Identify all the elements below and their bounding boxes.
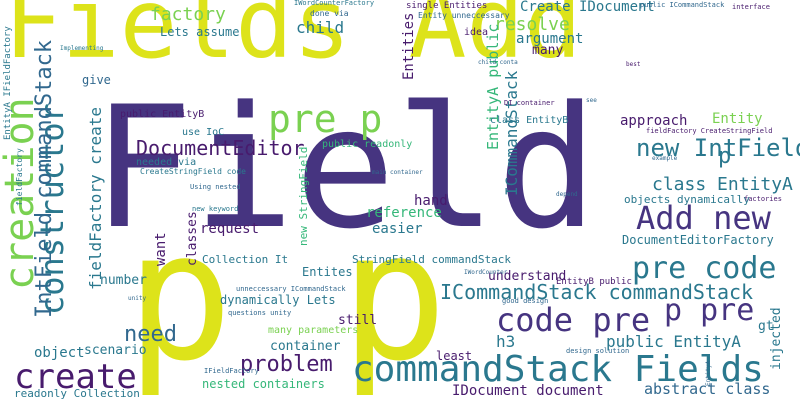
word-icommandstack-vertical: ICommandStack: [502, 70, 521, 196]
word-depend: depend: [556, 191, 578, 198]
word-readonly-collection: readonly Collection: [14, 387, 140, 400]
word-class-entityb: class EntityB: [490, 115, 569, 126]
word-field: Field: [92, 70, 598, 266]
word-least: least: [436, 349, 473, 363]
word-number: number: [100, 273, 147, 288]
word-design-solution: design solution: [566, 347, 630, 355]
word-new-stringfield: new StringField: [297, 146, 310, 246]
word-done-via: done via: [310, 9, 349, 18]
word-abstract-class: abstract class: [644, 380, 771, 398]
word-resolve: resolve: [494, 14, 570, 35]
word-see: see: [586, 97, 597, 104]
word-classes: classes: [185, 211, 200, 266]
word-using-nested: Using nested: [190, 183, 241, 191]
word-argument: argument: [516, 31, 584, 47]
word-nested-containers: nested containers: [202, 377, 325, 391]
word-factories: factories: [744, 195, 782, 203]
word-questions-unity: questions unity: [228, 309, 292, 317]
word-factory: factory: [150, 4, 226, 25]
word-container: container: [270, 339, 341, 354]
word-needed-via: needed via: [136, 157, 197, 168]
word-many-parameters: many parameters: [268, 325, 359, 336]
word-hand: hand: [414, 193, 448, 209]
word-icommandstack-commandstack: ICommandStack commandStack: [440, 280, 754, 304]
word-want: want: [153, 232, 169, 266]
word-collection-it: Collection It: [202, 253, 289, 266]
word-intfield-commandstack: IntField commandStack: [32, 39, 57, 318]
word-entity: Entity: [712, 111, 763, 127]
word-many: many: [532, 43, 564, 58]
word-fieldfactory-small: fieldFactory: [15, 148, 24, 206]
word-new-keyword: new keyword: [192, 205, 239, 213]
word-entitya-public: EntityA public: [484, 23, 502, 150]
word-entities: Entities: [401, 12, 417, 80]
word-public-readonly: public readonly: [322, 139, 413, 150]
word-idocument-document: IDocument document: [452, 383, 604, 399]
word-stringfield-commandstack: StringField commandStack: [352, 253, 511, 266]
word-object: object: [34, 345, 85, 361]
word-documenteditorfactory: DocumentEditorFactory: [622, 233, 774, 247]
word-gt: gt: [758, 319, 774, 334]
word-new-intfield: new IntField: [636, 134, 800, 162]
word-p-p: p p: [126, 193, 448, 400]
word-request: request: [200, 221, 260, 237]
word-objects-dynamically: objects dynamically: [624, 193, 750, 206]
word-child: child: [296, 18, 345, 37]
word-easier: easier: [372, 221, 423, 237]
word-p-pre: p pre: [664, 293, 755, 328]
word-need: need: [124, 322, 177, 347]
word-entityb-public: EntityB public: [556, 277, 632, 287]
word-pre-code: pre code: [632, 251, 777, 286]
word-use-ioc: use IoC: [182, 127, 225, 138]
word-fieldfactory-create: fieldFactory create: [86, 106, 105, 290]
word-fields-add: Fields Add: [4, 0, 582, 80]
word-best: best: [626, 61, 641, 68]
word-interface: interface: [732, 3, 770, 11]
word-entity-unneccessary: Entity unneccessary: [418, 11, 510, 20]
word-h3: h3: [496, 332, 516, 351]
word-documenteditor: DocumentEditor: [136, 136, 305, 160]
word-idea: idea: [464, 27, 489, 38]
word-iwordcounterfactory: IWordCounterFactory: [294, 0, 375, 7]
word-di-container: DI container: [504, 99, 555, 107]
word-dynamically-lets: dynamically Lets: [220, 293, 336, 307]
word-scenario: scenario: [84, 343, 147, 358]
word-iwordcounter: IWordCounter: [464, 269, 508, 276]
word-injected: injected: [769, 307, 784, 370]
word-p-small: p: [718, 144, 732, 169]
word-code-pre: code pre: [496, 301, 651, 339]
word-example: example: [652, 155, 678, 162]
word-public-entityb: public EntityB: [120, 109, 205, 120]
word-still: still: [338, 313, 378, 328]
word-fieldfactory-createstringfield: fieldFactory CreateStringField: [646, 127, 773, 135]
word-reference: reference: [366, 205, 442, 221]
word-main-container: main container: [372, 169, 423, 176]
word-create-idocument: Create IDocument: [520, 0, 655, 15]
word-add-new: Add new: [636, 199, 771, 237]
word-lets-assume: Lets assume: [160, 25, 240, 39]
word-public-icommandstack: public ICommandStack: [640, 1, 725, 9]
word-approach: approach: [620, 113, 688, 129]
word-good-design: good design: [502, 297, 549, 305]
word-implementing: Implementing: [60, 45, 104, 52]
word-entitya-small: EntityA: [705, 360, 712, 386]
word-public-entitya: public EntityA: [606, 332, 741, 351]
word-understand: understand: [488, 269, 567, 284]
word-createstringfield-code: CreateStringField code: [140, 167, 246, 176]
word-pre-p: pre p: [268, 97, 383, 141]
word-give: give: [82, 73, 111, 87]
word-commandstack-fields: commandStack Fields: [352, 349, 764, 390]
word-problem: problem: [240, 352, 333, 377]
word-unity: unity: [128, 295, 147, 302]
word-create: create: [14, 357, 137, 397]
word-child-conta: child conta: [478, 59, 518, 66]
word-ifieldfactory-small: IFieldFactory: [204, 367, 259, 375]
word-class-entitya: class EntityA: [652, 174, 793, 195]
word-entitya-ifieldfactory: EntityA IFieldFactory: [3, 26, 13, 140]
word-entites: Entites: [302, 265, 353, 279]
word-single-entities: single Entities: [406, 1, 488, 11]
word-unneccessary-icommandstack: unneccessary ICommandStack: [236, 285, 346, 293]
